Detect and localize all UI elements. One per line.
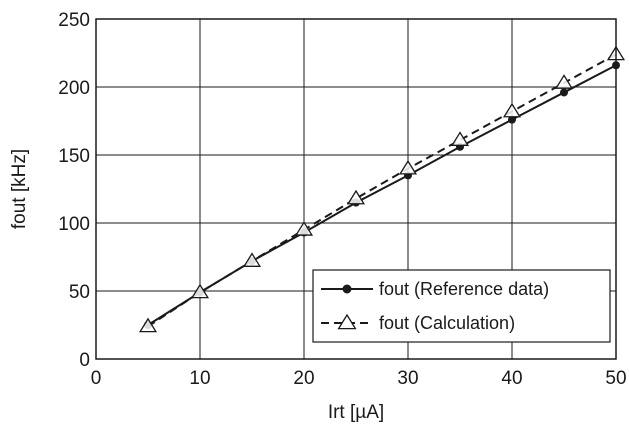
- x-tick-label: 0: [91, 368, 102, 389]
- series-layer: [138, 45, 626, 333]
- y-tick-label: 50: [69, 282, 90, 303]
- x-tick-label: 40: [501, 368, 522, 389]
- legend-label-calculation: fout (Calculation): [379, 313, 515, 333]
- data-point-calculation: [502, 102, 522, 118]
- data-point-calculation: [346, 189, 366, 205]
- y-tick-label: 150: [58, 146, 90, 167]
- y-tick-label: 0: [79, 350, 90, 371]
- legend-marker-calculation: [337, 313, 357, 330]
- y-tick-label: 200: [58, 78, 90, 99]
- x-axis-title: Irt [µA]: [328, 402, 384, 423]
- legend-marker-reference: [342, 284, 352, 294]
- legend-box: [312, 269, 611, 343]
- data-point-calculation: [138, 317, 158, 333]
- y-tick-label: 100: [58, 214, 90, 235]
- series-line-calculation: [147, 53, 617, 328]
- x-tick-label: 10: [189, 368, 210, 389]
- x-tick-label: 20: [293, 368, 314, 389]
- data-point-calculation: [450, 131, 470, 146]
- x-tick-label: 50: [605, 368, 626, 389]
- data-point-calculation: [190, 283, 210, 299]
- legend: fout (Reference data) fout (Calculation): [312, 269, 611, 343]
- legend-label-reference: fout (Reference data): [379, 279, 549, 299]
- y-axis-title: fout [kHz]: [9, 149, 30, 229]
- tick-labels: 0 10 20 30 40 50 0 50 100 150 200 250: [58, 10, 626, 389]
- data-point-reference: [508, 115, 516, 124]
- data-point-reference: [560, 88, 568, 97]
- y-tick-label: 250: [58, 10, 90, 31]
- data-point-calculation: [242, 252, 262, 267]
- x-tick-label: 30: [397, 368, 418, 389]
- plot-frame: [95, 18, 617, 360]
- data-point-calculation: [554, 74, 574, 89]
- data-point-calculation: [398, 159, 418, 175]
- data-point-calculation: [294, 221, 314, 236]
